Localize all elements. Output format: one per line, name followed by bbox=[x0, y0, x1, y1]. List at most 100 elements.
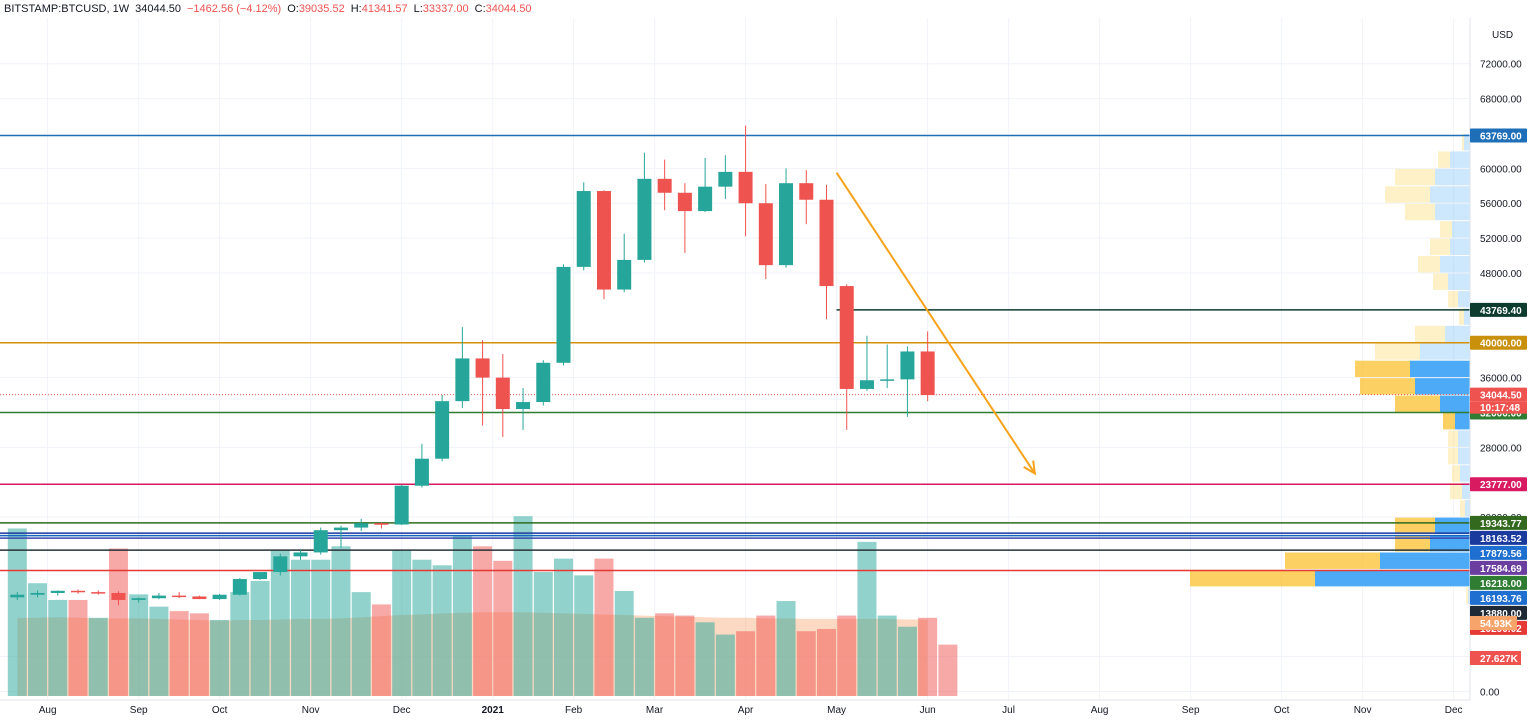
axis-badge-bg bbox=[1470, 387, 1527, 402]
time-tick-label: Oct bbox=[1274, 705, 1290, 716]
price-axis[interactable]: 72000.00 68000.00 60000.00 56000.00 52000.00… bbox=[1480, 30, 1522, 699]
candle-body bbox=[192, 596, 207, 600]
volume-profile-up bbox=[1410, 360, 1470, 378]
last-price: 34044.50 bbox=[135, 3, 181, 15]
volume-ma-badge: 54.93K bbox=[1480, 619, 1513, 630]
volume-profile bbox=[1190, 133, 1470, 604]
axis-badge-bg bbox=[1470, 575, 1527, 590]
volume-bar bbox=[736, 631, 756, 696]
horizontal-levels[interactable] bbox=[0, 134, 1470, 572]
volume-profile-up bbox=[1440, 256, 1470, 273]
volume-profile-down bbox=[1395, 168, 1435, 186]
axis-badge-bg bbox=[1470, 590, 1527, 605]
volume-bar bbox=[129, 594, 149, 696]
interval-label[interactable]: 1W bbox=[112, 3, 130, 15]
volume-profile-up bbox=[1450, 151, 1470, 168]
volume-profile-down bbox=[1462, 133, 1464, 151]
volume-profile-down bbox=[1466, 587, 1468, 604]
candle-body bbox=[495, 377, 510, 410]
volume-profile-up bbox=[1458, 447, 1470, 465]
candle-body bbox=[617, 259, 632, 290]
price-tick-label: 0.00 bbox=[1480, 688, 1500, 699]
volume-bar bbox=[169, 611, 189, 696]
volume-bar bbox=[88, 617, 108, 696]
low-value: 33337.00 bbox=[422, 3, 469, 15]
volume-bar bbox=[574, 575, 594, 696]
candle-body bbox=[718, 171, 733, 187]
time-tick-label: Sep bbox=[1182, 705, 1200, 716]
volume-profile-up bbox=[1445, 325, 1470, 343]
candle-body bbox=[900, 351, 915, 380]
candle-body bbox=[50, 590, 65, 593]
volume-profile-down bbox=[1430, 238, 1450, 256]
candle-body bbox=[414, 458, 429, 486]
candle-body bbox=[435, 401, 450, 459]
axis-badge-bg bbox=[1470, 545, 1527, 560]
volume-profile-up bbox=[1435, 517, 1470, 535]
trend-arrow-line[interactable] bbox=[835, 172, 1036, 475]
candle-body bbox=[677, 192, 692, 212]
currency-label[interactable]: USD bbox=[1492, 30, 1513, 41]
volume-bar bbox=[250, 580, 270, 696]
volume-bars bbox=[7, 516, 958, 696]
high-label: H: bbox=[350, 3, 362, 15]
volume-bar bbox=[614, 591, 634, 696]
volume-profile-down bbox=[1355, 360, 1410, 378]
volume-bar bbox=[776, 601, 796, 696]
time-tick-label: Nov bbox=[302, 705, 320, 716]
time-tick-label: Jul bbox=[1002, 705, 1015, 716]
volume-bar bbox=[877, 615, 897, 696]
axis-badge: 17584.69 bbox=[1480, 564, 1522, 575]
candle-body bbox=[516, 402, 531, 410]
volume-bar bbox=[28, 583, 48, 696]
price-tick-label: 60000.00 bbox=[1480, 164, 1522, 175]
time-tick-label: 2021 bbox=[482, 705, 505, 716]
candle-body bbox=[212, 594, 227, 600]
volume-profile-up bbox=[1452, 221, 1470, 238]
volume-bar bbox=[554, 558, 574, 696]
volume-profile-up bbox=[1458, 430, 1470, 447]
volume-bar bbox=[452, 535, 472, 696]
axis-badge-bg bbox=[1470, 335, 1527, 350]
candle-body bbox=[637, 178, 652, 260]
volume-bar bbox=[918, 617, 938, 696]
volume-profile-down bbox=[1395, 395, 1440, 412]
volume-profile-down bbox=[1415, 325, 1445, 343]
volume-profile-up bbox=[1315, 569, 1470, 587]
price-axis-badges: 63769.00 43769.40 40000.00 34044.50 32000.00… bbox=[1470, 128, 1527, 665]
high-value: 41341.57 bbox=[361, 3, 408, 15]
volume-profile-down bbox=[1440, 221, 1452, 238]
symbol-name[interactable]: BITSTAMP:BTCUSD bbox=[4, 3, 107, 15]
volume-bar bbox=[432, 565, 452, 696]
candle-body bbox=[172, 595, 187, 598]
time-tick-label: Oct bbox=[212, 705, 228, 716]
volume-profile-up bbox=[1448, 273, 1470, 290]
price-tick-label: 36000.00 bbox=[1480, 374, 1522, 385]
volume-bar bbox=[68, 599, 88, 696]
volume-bar bbox=[695, 622, 715, 696]
time-tick-label: Dec bbox=[393, 705, 411, 716]
candle-body bbox=[354, 523, 369, 528]
volume-profile-up bbox=[1460, 465, 1470, 482]
price-tick-label: 68000.00 bbox=[1480, 95, 1522, 106]
time-tick-label: Feb bbox=[565, 705, 583, 716]
candle-body bbox=[91, 592, 106, 594]
candle-body bbox=[596, 191, 611, 290]
volume-profile-up bbox=[1450, 238, 1470, 256]
volume-bar bbox=[715, 634, 735, 696]
volume-bar bbox=[938, 644, 958, 696]
volume-profile-down bbox=[1385, 186, 1430, 203]
volume-profile-up bbox=[1380, 552, 1470, 569]
volume-profile-up bbox=[1435, 203, 1470, 221]
time-tick-label: Apr bbox=[738, 705, 754, 716]
volume-profile-down bbox=[1438, 151, 1450, 168]
candles bbox=[10, 125, 935, 606]
axis-badge-bg bbox=[1470, 477, 1527, 492]
axis-badge-bg bbox=[1470, 560, 1527, 575]
time-axis[interactable]: Aug Sep Oct Nov Dec 2021 Feb Mar Apr May Jun Jul Aug… bbox=[39, 705, 1463, 716]
axis-badge: 16218.00 bbox=[1480, 579, 1522, 590]
axis-badge: 18163.52 bbox=[1480, 534, 1522, 545]
trend-arrow[interactable] bbox=[835, 172, 1037, 476]
